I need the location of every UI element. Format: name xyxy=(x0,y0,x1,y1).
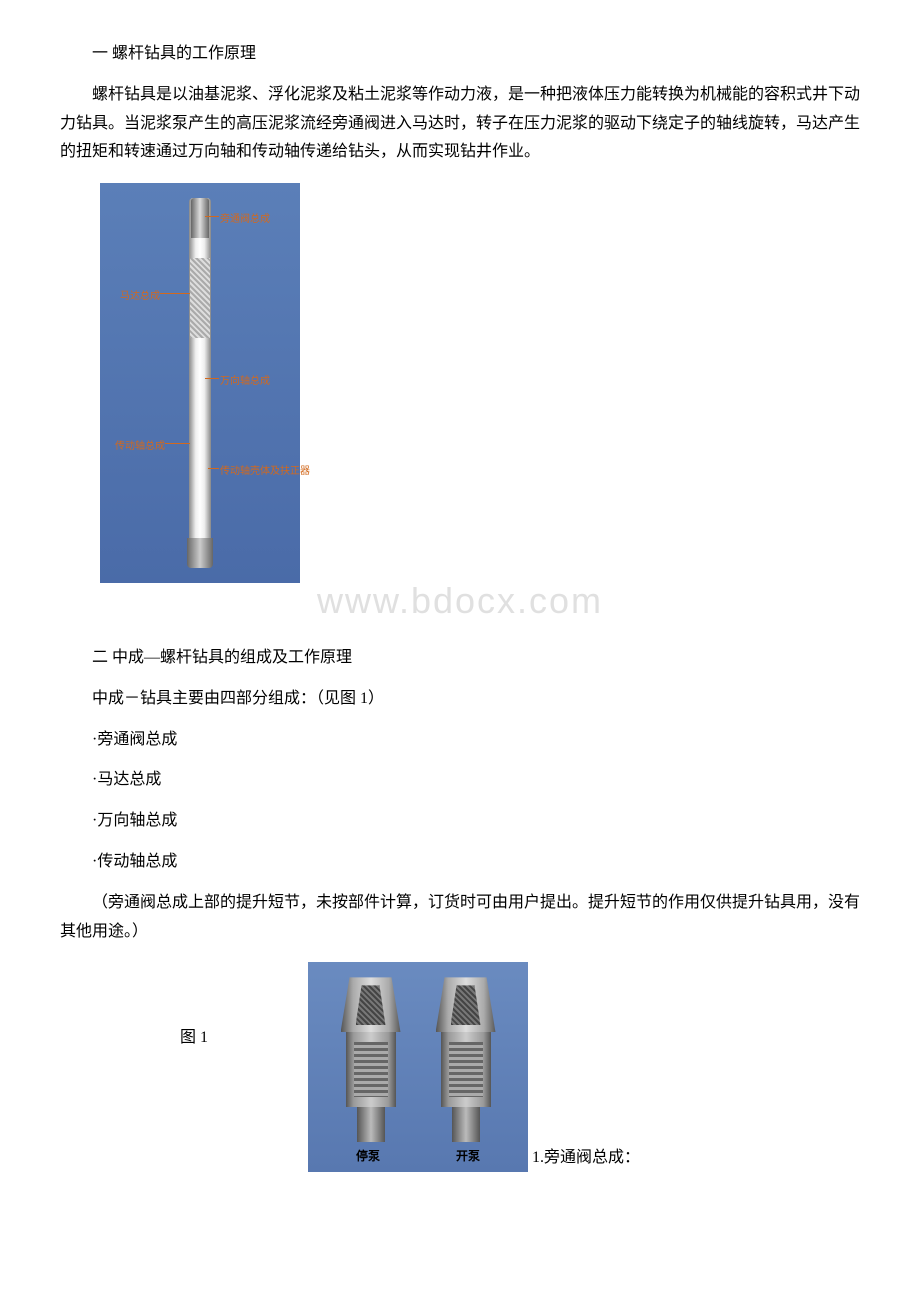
diagram2-container: 停泵 开泵 1.旁通阀总成： xyxy=(308,962,640,1172)
valve-start-top xyxy=(436,977,496,1032)
valve-label-start: 开泵 xyxy=(438,1146,498,1168)
drill-rotor-section xyxy=(190,258,210,338)
valve-start-bottom xyxy=(452,1107,480,1142)
drill-top-section xyxy=(191,198,209,238)
section1-title: 一 螺杆钻具的工作原理 xyxy=(60,40,860,69)
drill-tool-body xyxy=(189,198,211,568)
section1-paragraph: 螺杆钻具是以油基泥浆、浮化泥浆及粘土泥浆等作动力液，是一种把液体压力能转换为机械… xyxy=(60,81,860,167)
diagram1-label2: 马达总成 xyxy=(120,288,160,306)
valve-stop-top xyxy=(341,977,401,1032)
diagram1-line2 xyxy=(160,293,190,294)
valve-stop xyxy=(341,977,401,1142)
valve-diagram: 停泵 开泵 xyxy=(308,962,528,1172)
section2-title: 二 中成—螺杆钻具的组成及工作原理 xyxy=(60,644,860,673)
section2-item1: ·旁通阀总成 xyxy=(60,726,860,755)
diagram1-label3: 万向轴总成 xyxy=(220,373,270,391)
diagram1-container: 旁通阀总成 马达总成 万向轴总成 传动轴总成 传动轴壳体及扶正器 xyxy=(100,183,860,583)
figure-inline-text: 1.旁通阀总成： xyxy=(528,1144,640,1173)
figure-label: 图 1 xyxy=(60,1024,208,1173)
diagram1-label5: 传动轴壳体及扶正器 xyxy=(220,463,310,481)
section2-item3: ·万向轴总成 xyxy=(60,807,860,836)
section2-item4: ·传动轴总成 xyxy=(60,848,860,877)
diagram1-line4 xyxy=(165,443,190,444)
diagram1-line1 xyxy=(205,216,219,217)
valve-stop-body xyxy=(346,1032,396,1107)
diagram1-label4: 传动轴总成 xyxy=(115,438,165,456)
valve-stop-bottom xyxy=(357,1107,385,1142)
section2-intro: 中成－钻具主要由四部分组成：（见图 1） xyxy=(60,685,860,714)
drill-tool-diagram: 旁通阀总成 马达总成 万向轴总成 传动轴总成 传动轴壳体及扶正器 xyxy=(100,183,300,583)
diagram1-line5 xyxy=(208,468,219,469)
valve-start-body xyxy=(441,1032,491,1107)
valve-label-stop: 停泵 xyxy=(338,1146,398,1168)
valve-start xyxy=(436,977,496,1142)
diagram1-label1: 旁通阀总成 xyxy=(220,211,270,229)
drill-bottom-section xyxy=(187,538,213,568)
section2-note: （旁通阀总成上部的提升短节，未按部件计算，订货时可由用户提出。提升短节的作用仅供… xyxy=(60,889,860,947)
figure-row: 图 1 停泵 开泵 1.旁通阀总成： xyxy=(60,962,860,1172)
diagram1-line3 xyxy=(205,378,219,379)
section2-item2: ·马达总成 xyxy=(60,766,860,795)
